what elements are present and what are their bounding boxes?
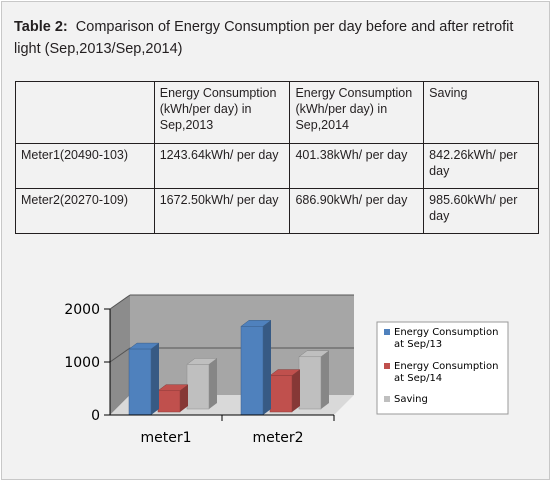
bar-3: [186, 358, 218, 410]
table-cell: 1243.64kWh/ per day: [153, 143, 291, 189]
bar-1: [128, 342, 160, 416]
header-cell: Saving: [423, 81, 539, 144]
table-cell: Meter1(20490-103): [15, 143, 155, 189]
legend-label: at Sep/13: [394, 339, 442, 350]
y-tick-label: 0: [91, 408, 100, 424]
bar-front-face: [269, 375, 293, 413]
bar-front-face: [240, 326, 264, 416]
gridline: [109, 294, 131, 310]
figure-panel: Table 2: Comparison of Energy Consumptio…: [1, 1, 550, 480]
table-row: Meter2(20270-109) 1672.50kWh/ per day 68…: [15, 188, 539, 234]
bar-2: [269, 369, 301, 413]
x-tick-label: meter1: [140, 430, 191, 446]
gridline: [109, 347, 131, 363]
bar-1: [240, 320, 272, 416]
bar-side-face: [151, 343, 159, 415]
legend-label: Saving: [394, 394, 428, 405]
legend-label: Energy Consumption: [394, 327, 498, 338]
legend-swatch: [384, 363, 390, 369]
caption-text: Comparison of Energy Consumption per day…: [14, 19, 514, 57]
table-cell: 401.38kWh/ per day: [289, 143, 425, 189]
bar-side-face: [292, 369, 300, 412]
table-cell: 686.90kWh/ per day: [289, 188, 425, 234]
bar-front-face: [157, 390, 181, 413]
table-cell: Meter2(20270-109): [15, 188, 155, 234]
bar-side-face: [321, 350, 329, 409]
energy-table: Energy Consumption (kWh/per day) in Sep,…: [15, 81, 539, 234]
bar-side-face: [263, 320, 271, 415]
bar-front-face: [186, 364, 210, 410]
legend-swatch: [384, 329, 390, 335]
bar-side-face: [180, 384, 188, 412]
energy-chart: 0 1000 2000 meter1 meter2 Energy Consumptio…: [32, 282, 522, 467]
legend-swatch: [384, 396, 390, 402]
table-cell: 842.26kWh/ per day: [423, 143, 539, 189]
header-cell: Energy Consumption (kWh/per day) in Sep,…: [289, 81, 425, 144]
bar-front-face: [298, 356, 322, 410]
header-cell: [15, 81, 155, 144]
legend-label: at Sep/14: [394, 373, 442, 384]
legend-item: Saving: [384, 394, 428, 405]
legend-label: Energy Consumption: [394, 361, 498, 372]
header-cell: Energy Consumption (kWh/per day) in Sep,…: [153, 81, 291, 144]
y-tick-label: 1000: [64, 355, 100, 371]
table-row: Meter1(20490-103) 1243.64kWh/ per day 40…: [15, 143, 539, 189]
table-header-row: Energy Consumption (kWh/per day) in Sep,…: [15, 81, 539, 144]
table-caption: Table 2: Comparison of Energy Consumptio…: [14, 16, 544, 60]
bar-2: [157, 384, 189, 413]
bar-side-face: [209, 358, 217, 409]
bar-3: [298, 350, 330, 410]
table-cell: 985.60kWh/ per day: [423, 188, 539, 234]
y-tick-label: 2000: [64, 302, 100, 318]
chart-legend: [376, 321, 509, 415]
bar-front-face: [128, 348, 152, 416]
bar-chart-svg: 0 1000 2000 meter1 meter2 Energy Consumptio…: [64, 294, 509, 446]
table-cell: 1672.50kWh/ per day: [153, 188, 291, 234]
caption-label: Table 2:: [14, 19, 68, 35]
x-tick-label: meter2: [252, 430, 303, 446]
